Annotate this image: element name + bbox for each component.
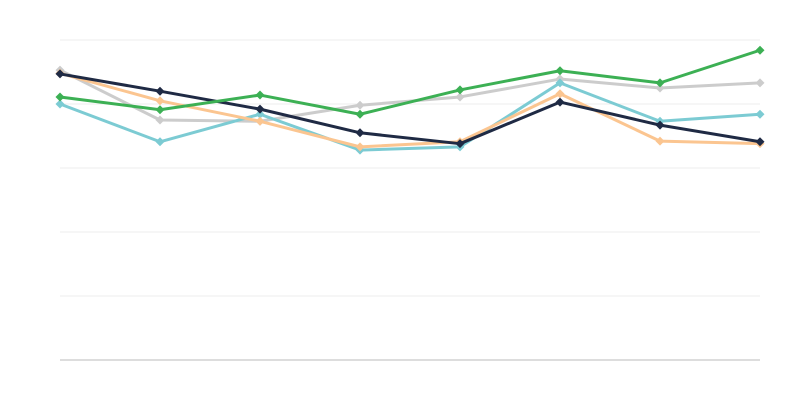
point-marker bbox=[155, 86, 165, 96]
point-marker bbox=[255, 104, 265, 114]
point-marker bbox=[555, 89, 565, 99]
series-line bbox=[59, 48, 761, 116]
point-marker bbox=[355, 128, 365, 138]
point-marker bbox=[455, 139, 465, 149]
point-marker bbox=[655, 136, 665, 146]
point-marker bbox=[555, 97, 565, 107]
point-marker bbox=[755, 78, 765, 88]
point-marker bbox=[355, 109, 365, 119]
point-marker bbox=[255, 90, 265, 100]
point-marker bbox=[155, 105, 165, 115]
point-marker bbox=[755, 109, 765, 119]
series-line bbox=[59, 81, 761, 152]
point-marker bbox=[55, 92, 65, 102]
point-marker bbox=[155, 115, 165, 125]
point-marker bbox=[55, 69, 65, 79]
point-marker bbox=[755, 45, 765, 55]
point-marker bbox=[255, 109, 265, 119]
point-marker bbox=[655, 78, 665, 88]
point-marker bbox=[55, 99, 65, 109]
series-line bbox=[59, 71, 761, 149]
point-marker bbox=[455, 85, 465, 95]
point-marker bbox=[355, 142, 365, 152]
point-marker bbox=[555, 66, 565, 76]
series-line bbox=[59, 68, 761, 123]
point-marker bbox=[155, 137, 165, 147]
point-marker bbox=[755, 137, 765, 147]
point-marker bbox=[455, 92, 465, 102]
point-marker bbox=[555, 78, 565, 88]
series-line bbox=[59, 72, 761, 146]
point-marker bbox=[255, 116, 265, 126]
point-marker bbox=[355, 100, 365, 110]
point-marker bbox=[655, 120, 665, 130]
point-marker bbox=[155, 96, 165, 106]
point-marker bbox=[655, 83, 665, 93]
